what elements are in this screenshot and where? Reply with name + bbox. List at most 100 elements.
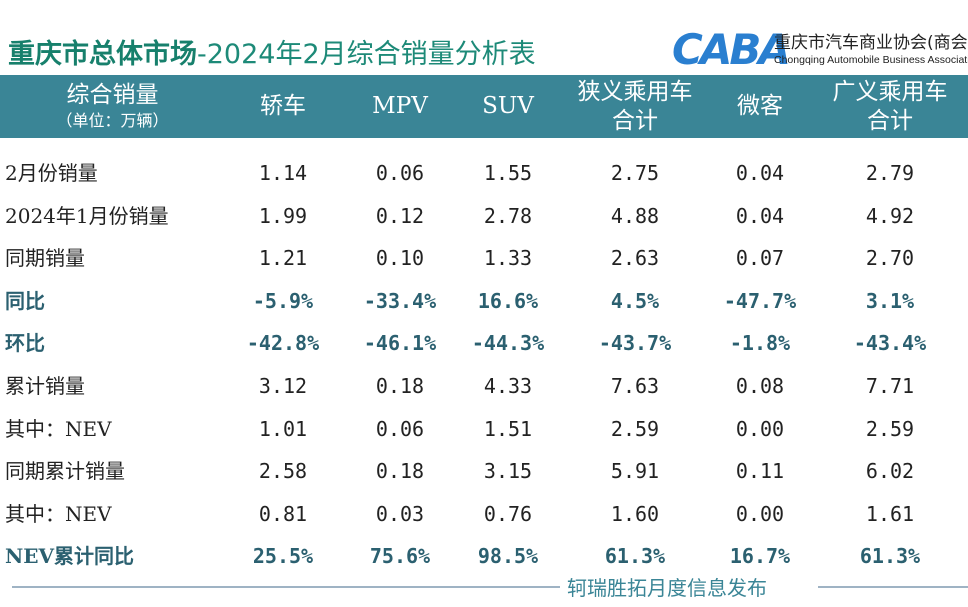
table-cell: 6.02 (865, 459, 915, 484)
table-cell: 4.5% (610, 288, 660, 313)
row-label: NEV累计同比 (5, 544, 135, 569)
row-label: 其中：NEV (5, 416, 112, 441)
table-cell: 5.91 (610, 459, 660, 484)
table-cell: 1.51 (483, 416, 533, 441)
table-cell: -47.7% (723, 288, 797, 313)
logo-cn-name: 重庆市汽车商业协会(商会) (774, 33, 968, 53)
table-cell: 0.03 (375, 501, 425, 526)
table-cell: 75.6% (369, 544, 431, 569)
table-row: 其中：NEV 0.81 0.03 0.76 1.60 0.00 1.61 (0, 493, 968, 535)
table-cell: 1.33 (483, 246, 533, 271)
header-column: 轿车 (213, 75, 353, 138)
table-cell: -33.4% (363, 288, 437, 313)
association-logo: CABA 重庆市汽车商业协会(商会) Chongqing Automobile … (672, 22, 968, 74)
table-cell: 0.12 (375, 203, 425, 228)
table-cell: 3.15 (483, 459, 533, 484)
table-cell: 0.18 (375, 374, 425, 398)
header-column-line1: MPV (372, 93, 428, 119)
table-cell: 7.71 (865, 374, 915, 398)
row-label: 累计销量 (5, 374, 85, 398)
table-cell: 1.21 (258, 246, 308, 271)
table-cell: 4.92 (865, 203, 915, 228)
header-column: SUV (438, 75, 578, 138)
row-label: 2024年1月份销量 (5, 203, 169, 228)
table-cell: 2.63 (610, 246, 660, 271)
title-rest: -2024年2月综合销量分析表 (197, 39, 536, 70)
header-column-line1: 狭义乘用车 (577, 78, 693, 105)
table-row: NEV累计同比 25.5% 75.6% 98.5% 61.3% 16.7% 61.3% (0, 535, 968, 577)
header-column-line1: 微客 (737, 93, 783, 119)
header-unit: （单位：万辆） (56, 111, 169, 130)
table-cell: 0.00 (735, 501, 785, 526)
table-cell: -5.9% (252, 288, 314, 313)
table-cell: 16.6% (477, 288, 539, 313)
row-label: 同比 (5, 288, 45, 313)
table-row: 同比 -5.9% -33.4% 16.6% 4.5% -47.7% 3.1% (0, 280, 968, 322)
table-cell: 0.08 (735, 374, 785, 398)
table-cell: 1.01 (258, 416, 308, 441)
table-cell: 3.12 (258, 374, 308, 398)
table-cell: 2.59 (610, 416, 660, 441)
table-cell: 2.78 (483, 203, 533, 228)
table-row: 其中：NEV 1.01 0.06 1.51 2.59 0.00 2.59 (0, 408, 968, 450)
table-cell: -46.1% (363, 331, 437, 356)
table-cell: 16.7% (729, 544, 791, 569)
row-label: 环比 (5, 331, 45, 356)
table-row: 2月份销量 1.14 0.06 1.55 2.75 0.04 2.79 (0, 152, 968, 194)
row-label: 2月份销量 (5, 161, 98, 185)
table-cell: 3.1% (865, 288, 915, 313)
header-column-line1: SUV (482, 93, 534, 119)
footer-divider-right (818, 586, 968, 588)
header-label-text: 综合销量 (66, 82, 159, 108)
header-column-line1: 轿车 (260, 93, 306, 119)
table-header: 综合销量 （单位：万辆） 轿车 MPV SUV 狭义乘用车 合计 微客 广义乘用车 合计 (0, 75, 968, 138)
table-cell: 4.33 (483, 374, 533, 398)
header-column-line1: 广义乘用车 (832, 78, 948, 105)
table-cell: 98.5% (477, 544, 539, 569)
caba-logo-icon: CABA (672, 25, 791, 74)
table-row: 同期累计销量 2.58 0.18 3.15 5.91 0.11 6.02 (0, 450, 968, 492)
table-cell: 0.00 (735, 416, 785, 441)
header-column-line2: 合计 (612, 107, 658, 134)
table-cell: 2.70 (865, 246, 915, 271)
header-label: 综合销量 （单位：万辆） (0, 75, 225, 138)
table-cell: 0.06 (375, 161, 425, 185)
table-row: 同期销量 1.21 0.10 1.33 2.63 0.07 2.70 (0, 237, 968, 279)
table-cell: 1.55 (483, 161, 533, 185)
header-column-line2: 合计 (867, 107, 913, 134)
table-cell: 0.04 (735, 161, 785, 185)
table-row: 累计销量 3.12 0.18 4.33 7.63 0.08 7.71 (0, 365, 968, 407)
table-cell: 1.60 (610, 501, 660, 526)
title-bold: 重庆市总体市场 (8, 39, 197, 70)
table-cell: -44.3% (471, 331, 545, 356)
table-cell: 0.06 (375, 416, 425, 441)
header-column: MPV (330, 75, 470, 138)
header-column: 广义乘用车 合计 (820, 75, 960, 138)
row-label: 同期销量 (5, 246, 85, 271)
logo-en-name: Chongqing Automobile Business Associatio… (774, 54, 968, 66)
table-cell: 61.3% (604, 544, 666, 569)
table-cell: 0.10 (375, 246, 425, 271)
table-cell: -42.8% (246, 331, 320, 356)
table-cell: 0.76 (483, 501, 533, 526)
table-cell: 0.07 (735, 246, 785, 271)
table-cell: -43.4% (853, 331, 927, 356)
row-label: 同期累计销量 (5, 459, 125, 484)
row-label: 其中：NEV (5, 501, 112, 526)
table-cell: 2.79 (865, 161, 915, 185)
table-cell: 61.3% (859, 544, 921, 569)
table-row: 环比 -42.8% -46.1% -44.3% -43.7% -1.8% -43.4% (0, 322, 968, 364)
table-cell: 0.04 (735, 203, 785, 228)
page-title: 重庆市总体市场-2024年2月综合销量分析表 (8, 32, 536, 71)
header-column: 微客 (690, 75, 830, 138)
table-cell: 25.5% (252, 544, 314, 569)
table-cell: 2.75 (610, 161, 660, 185)
table-cell: -43.7% (598, 331, 672, 356)
table-cell: 7.63 (610, 374, 660, 398)
table-cell: 2.59 (865, 416, 915, 441)
table-cell: 2.58 (258, 459, 308, 484)
table-cell: 1.14 (258, 161, 308, 185)
table-cell: 4.88 (610, 203, 660, 228)
table-row: 2024年1月份销量 1.99 0.12 2.78 4.88 0.04 4.92 (0, 195, 968, 237)
header-column: 狭义乘用车 合计 (565, 75, 705, 138)
